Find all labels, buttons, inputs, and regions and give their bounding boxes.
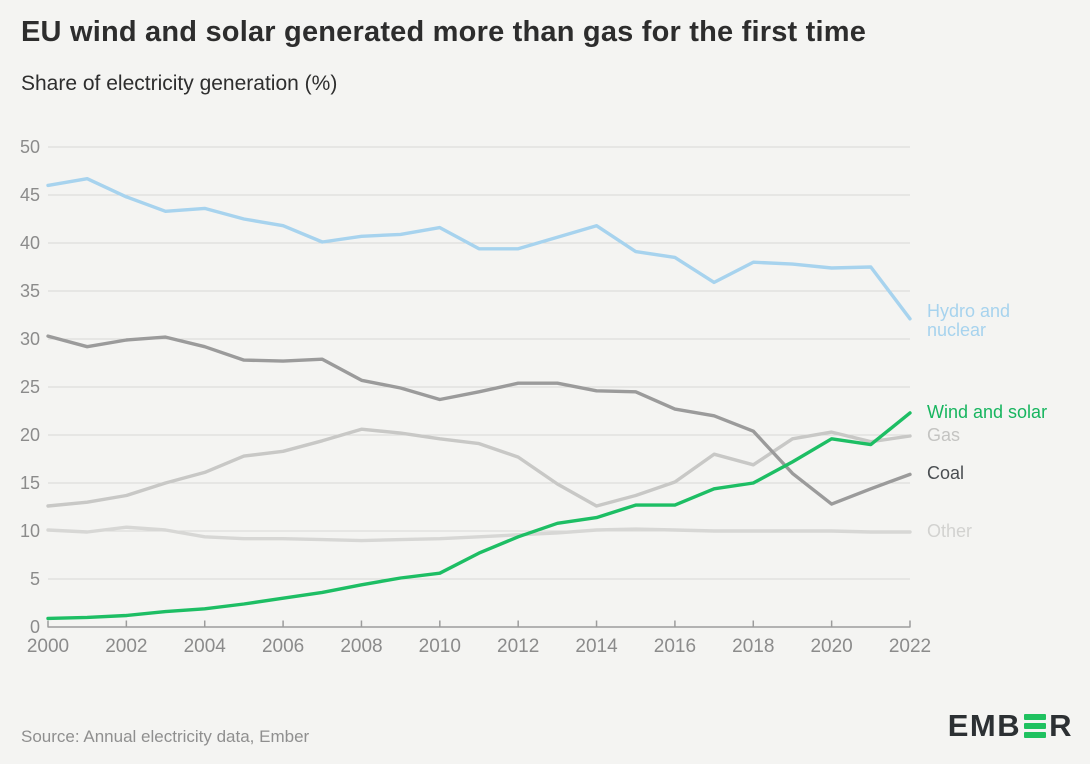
ember-logo: EMB R xyxy=(948,708,1073,744)
x-tick-label: 2020 xyxy=(810,636,852,657)
series-line-wind-and-solar xyxy=(46,411,912,621)
series-line-coal xyxy=(46,334,912,506)
x-tick-label: 2022 xyxy=(889,636,931,657)
ember-logo-text-start: EMB xyxy=(947,708,1022,743)
ember-logo-green-e-icon xyxy=(1024,714,1047,738)
series-line-hydro-and-nuclear xyxy=(46,176,912,321)
x-tick-label: 2018 xyxy=(732,636,774,657)
y-tick-label: 20 xyxy=(20,425,40,445)
y-tick-label: 25 xyxy=(20,377,40,397)
ember-logo-text-end: R xyxy=(1049,708,1073,743)
x-tick-label: 2006 xyxy=(262,636,304,657)
y-tick-label: 0 xyxy=(30,617,40,637)
y-tick-label: 30 xyxy=(20,329,40,349)
chart-subtitle: Share of electricity generation (%) xyxy=(21,72,338,95)
chart-title: EU wind and solar generated more than ga… xyxy=(21,16,867,48)
y-tick-label: 50 xyxy=(20,137,40,157)
x-tick-label: 2010 xyxy=(419,636,461,657)
y-tick-label: 40 xyxy=(20,233,40,253)
x-tick-label: 2002 xyxy=(105,636,147,657)
series-line-other xyxy=(46,525,912,543)
y-tick-label: 10 xyxy=(20,521,40,541)
y-tick-label: 35 xyxy=(20,281,40,301)
y-tick-label: 15 xyxy=(20,473,40,493)
source-note: Source: Annual electricity data, Ember xyxy=(21,727,310,746)
x-tick-label: 2008 xyxy=(340,636,382,657)
series-line-gas xyxy=(46,427,912,508)
x-tick-label: 2004 xyxy=(184,636,227,657)
x-tick-label: 2016 xyxy=(654,636,696,657)
y-tick-label: 5 xyxy=(30,569,40,589)
x-tick-label: 2000 xyxy=(27,636,69,657)
x-tick-label: 2014 xyxy=(575,636,618,657)
x-tick-label: 2012 xyxy=(497,636,539,657)
y-tick-label: 45 xyxy=(20,185,40,205)
